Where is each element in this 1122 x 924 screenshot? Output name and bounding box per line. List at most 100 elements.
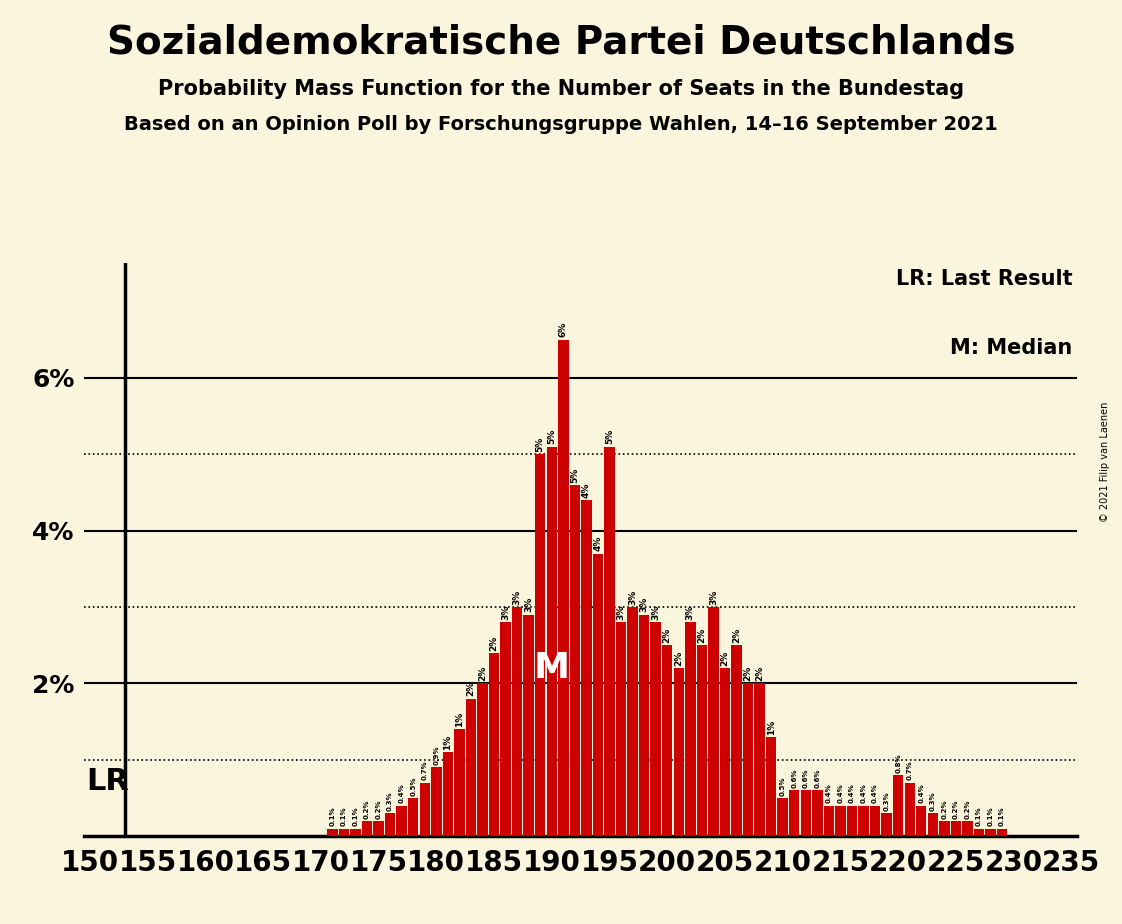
Bar [928,813,938,836]
Bar [985,829,995,836]
Bar [581,500,591,836]
Bar [778,798,788,836]
Bar [350,829,360,836]
Text: 0.1%: 0.1% [341,807,347,826]
Text: M: M [534,651,570,686]
Bar [385,813,395,836]
Text: 1%: 1% [766,720,775,735]
Text: LR: Last Result: LR: Last Result [895,269,1073,289]
Text: 5%: 5% [570,468,579,482]
Text: 5%: 5% [548,429,557,444]
Text: 0.7%: 0.7% [907,760,912,781]
Bar [754,684,765,836]
Text: 0.2%: 0.2% [941,799,947,819]
Bar [328,829,338,836]
Text: 0.4%: 0.4% [918,784,925,803]
Text: 0.1%: 0.1% [976,807,982,826]
Bar [443,752,453,836]
Bar [454,729,465,836]
Bar [858,806,868,836]
Text: 2%: 2% [663,627,672,643]
Text: 3%: 3% [524,597,533,613]
Bar [916,806,927,836]
Text: 0.7%: 0.7% [422,760,427,781]
Text: 2%: 2% [674,650,683,666]
Text: 3%: 3% [617,605,626,620]
Text: 0.2%: 0.2% [953,799,959,819]
Text: 3%: 3% [640,597,649,613]
Bar [420,783,430,836]
Bar [616,623,626,836]
Text: 0.4%: 0.4% [872,784,879,803]
Text: 2%: 2% [755,666,764,681]
Bar [431,768,441,836]
Text: 0.4%: 0.4% [398,784,405,803]
Text: 0.1%: 0.1% [999,807,1005,826]
Text: 0.3%: 0.3% [387,791,393,811]
Bar [801,790,811,836]
Text: 5%: 5% [605,429,614,444]
Bar [396,806,407,836]
Bar [882,813,892,836]
Text: 3%: 3% [651,605,660,620]
Text: Probability Mass Function for the Number of Seats in the Bundestag: Probability Mass Function for the Number… [158,79,964,99]
Text: 0.4%: 0.4% [826,784,831,803]
Bar [812,790,822,836]
Text: 2%: 2% [478,666,487,681]
Text: 0.6%: 0.6% [815,769,820,788]
Text: 2%: 2% [467,681,476,697]
Bar [374,821,384,836]
Bar [697,645,707,836]
Bar [789,790,800,836]
Text: 2%: 2% [732,627,741,643]
Text: Based on an Opinion Poll by Forschungsgruppe Wahlen, 14–16 September 2021: Based on an Opinion Poll by Forschungsgr… [125,115,997,134]
Bar [466,699,476,836]
Text: 3%: 3% [513,590,522,605]
Text: 0.6%: 0.6% [791,769,798,788]
Text: 5%: 5% [535,437,544,452]
Text: 1%: 1% [454,711,463,727]
Text: 3%: 3% [709,590,718,605]
Text: 3%: 3% [686,605,695,620]
Bar [546,446,557,836]
Text: 0.5%: 0.5% [411,776,416,796]
Bar [408,798,419,836]
Bar [996,829,1008,836]
Text: 4%: 4% [594,536,603,552]
Bar [847,806,857,836]
Text: 0.2%: 0.2% [376,799,381,819]
Bar [835,806,846,836]
Text: 6%: 6% [559,322,568,337]
Text: 3%: 3% [502,605,511,620]
Text: © 2021 Filip van Laenen: © 2021 Filip van Laenen [1101,402,1110,522]
Text: 0.1%: 0.1% [330,807,335,826]
Text: 0.9%: 0.9% [433,746,440,765]
Bar [870,806,881,836]
Text: 0.6%: 0.6% [802,769,809,788]
Bar [592,553,604,836]
Bar [766,737,776,836]
Bar [500,623,511,836]
Text: 3%: 3% [628,590,637,605]
Bar [477,684,488,836]
Text: 0.4%: 0.4% [849,784,855,803]
Bar [893,775,903,836]
Text: M: Median: M: Median [950,338,1073,358]
Bar [524,614,534,836]
Bar [558,340,569,836]
Bar [824,806,834,836]
Bar [638,614,650,836]
Text: 2%: 2% [698,627,707,643]
Bar [974,829,984,836]
Text: 0.5%: 0.5% [780,776,785,796]
Bar [686,623,696,836]
Text: 0.1%: 0.1% [352,807,359,826]
Text: 0.1%: 0.1% [987,807,993,826]
Text: 0.4%: 0.4% [861,784,866,803]
Bar [489,653,499,836]
Bar [939,821,949,836]
Bar [570,485,580,836]
Text: 2%: 2% [720,650,729,666]
Text: 0.2%: 0.2% [965,799,971,819]
Bar [651,623,661,836]
